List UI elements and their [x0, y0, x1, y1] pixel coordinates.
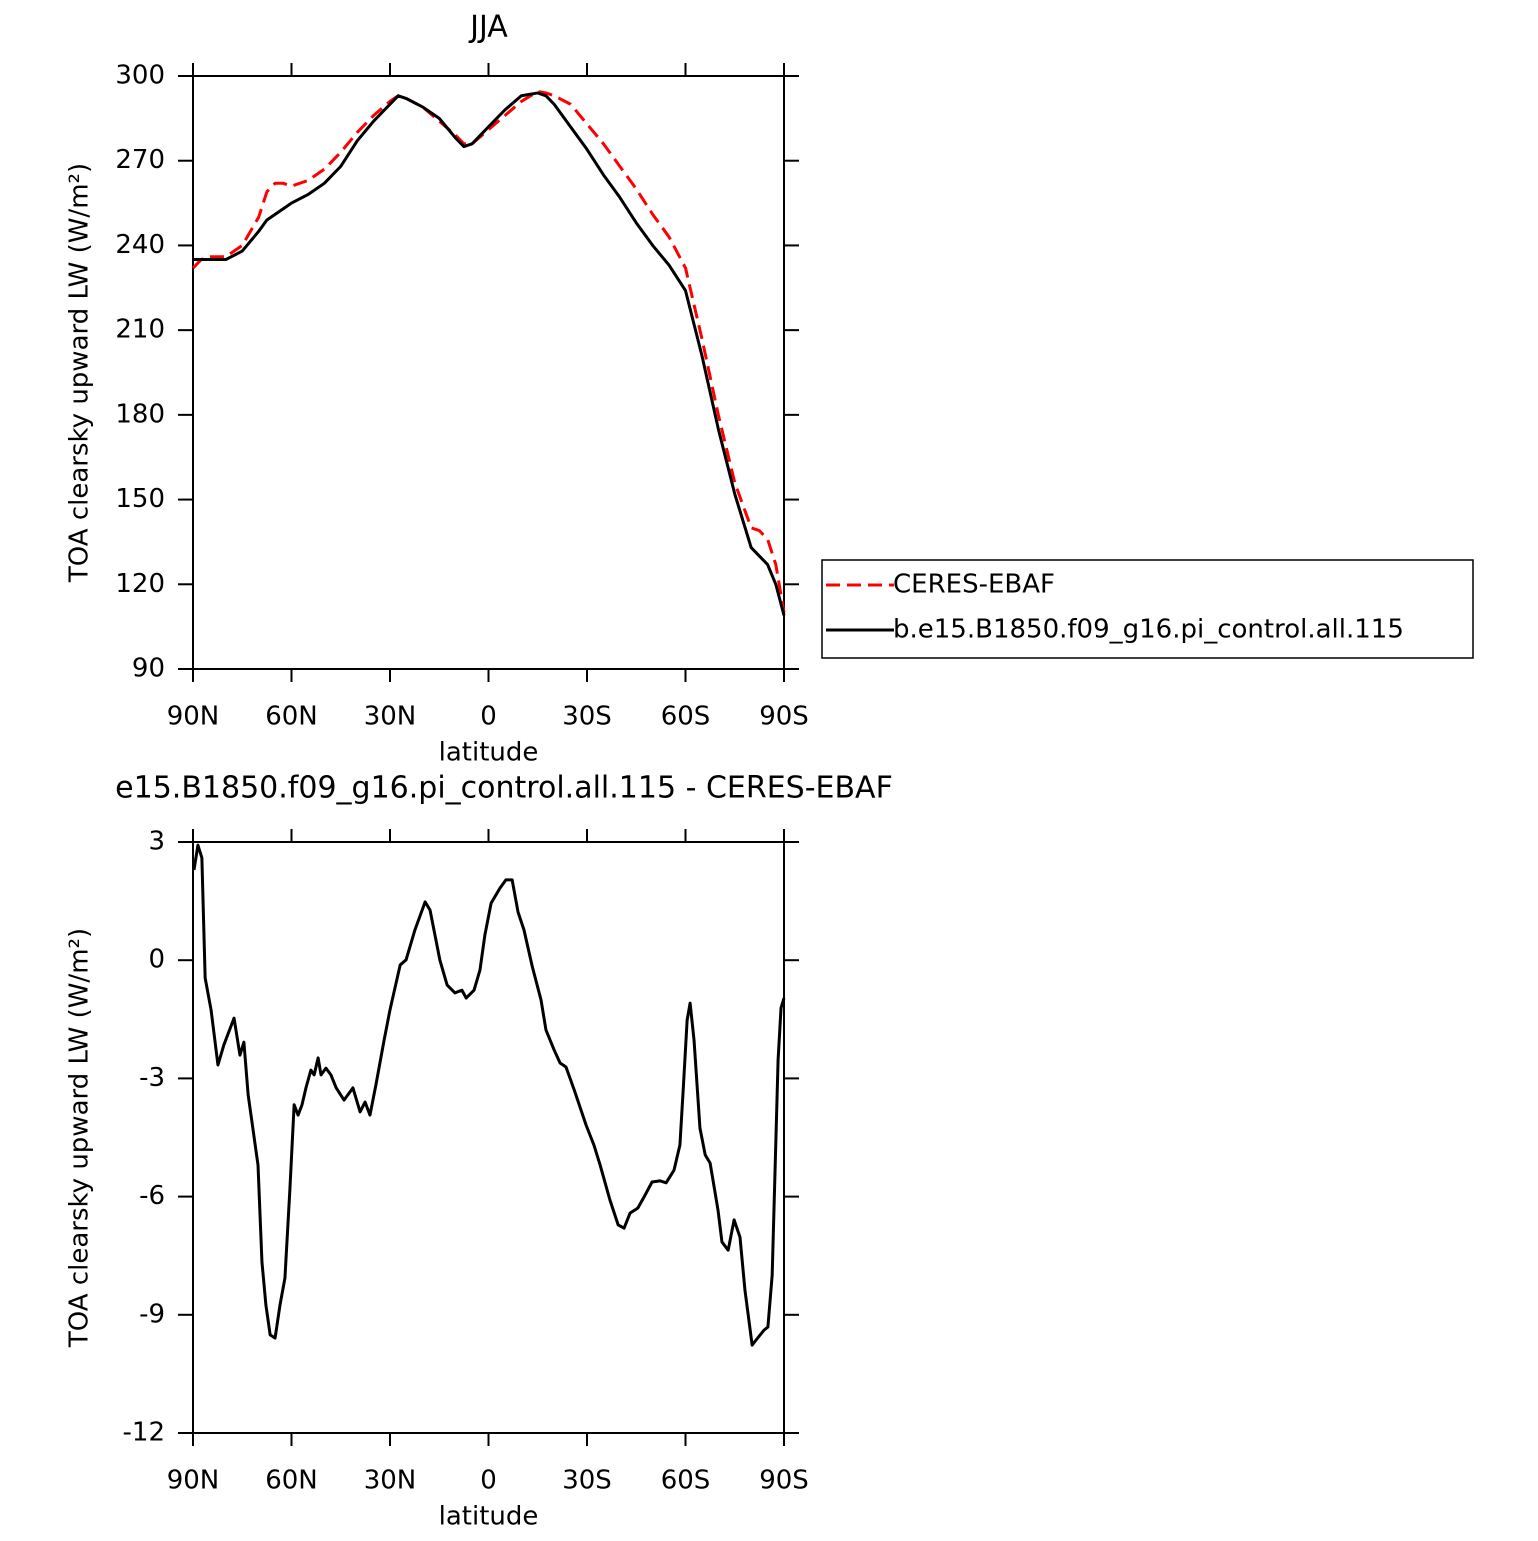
chart-title: e15.B1850.f09_g16.pi_control.all.115 - C… — [115, 771, 893, 806]
legend-box — [821, 559, 1474, 659]
y-axis-label: TOA clearsky upward LW (W/m²) — [65, 928, 95, 1348]
x-axis-label: latitude — [439, 1502, 539, 1532]
x-tick-label: 60N — [265, 1466, 318, 1496]
x-tick-label: 30N — [364, 702, 417, 732]
y-tick-label: -6 — [139, 1181, 165, 1211]
y-tick-label: 270 — [115, 145, 165, 175]
x-tick-label: 0 — [480, 1466, 497, 1496]
y-tick-label: 3 — [148, 827, 165, 857]
data-line — [193, 91, 786, 616]
data-line — [191, 90, 786, 613]
x-tick-label: 60S — [661, 1466, 711, 1496]
x-tick-label: 90S — [759, 702, 809, 732]
y-tick-label: 150 — [115, 484, 165, 514]
x-tick-label: 60N — [265, 702, 318, 732]
y-tick-label: 240 — [115, 230, 165, 260]
plot-frame — [192, 841, 785, 1434]
x-tick-label: 90N — [167, 702, 220, 732]
chart-title: JJA — [468, 10, 508, 45]
y-tick-label: 210 — [115, 315, 165, 345]
y-tick-label: -9 — [139, 1299, 165, 1329]
y-tick-label: -3 — [139, 1063, 165, 1093]
plot-frame — [192, 75, 785, 670]
x-tick-label: 30S — [562, 702, 612, 732]
y-tick-label: 0 — [148, 945, 165, 975]
y-tick-label: 300 — [115, 61, 165, 91]
x-tick-label: 30N — [364, 1466, 417, 1496]
x-tick-label: 90N — [167, 1466, 220, 1496]
x-tick-label: 30S — [562, 1466, 612, 1496]
y-axis-label: TOA clearsky upward LW (W/m²) — [65, 163, 95, 583]
x-tick-label: 0 — [480, 702, 497, 732]
legend-label: CERES-EBAF — [893, 570, 1055, 600]
y-tick-label: 90 — [132, 654, 165, 684]
x-tick-label: 90S — [759, 1466, 809, 1496]
y-tick-label: -12 — [123, 1418, 165, 1448]
y-tick-label: 180 — [115, 399, 165, 429]
legend-label: b.e15.B1850.f09_g16.pi_control.all.115 — [893, 615, 1404, 645]
y-tick-label: 120 — [115, 569, 165, 599]
x-tick-label: 60S — [661, 702, 711, 732]
data-line — [192, 843, 786, 1347]
x-axis-label: latitude — [439, 738, 539, 768]
